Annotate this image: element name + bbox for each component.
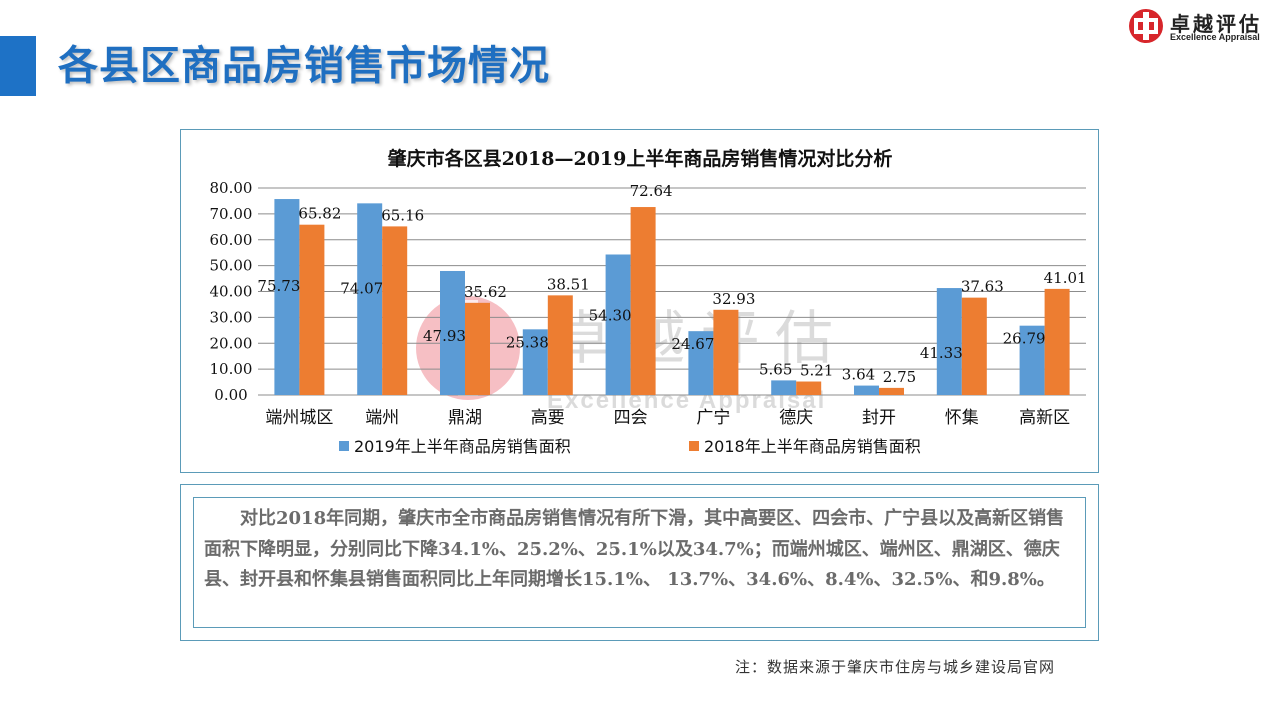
source-note: 注：数据来源于肇庆市住房与城乡建设局官网 — [735, 658, 1056, 676]
page-title: 各县区商品房销售市场情况 — [58, 43, 550, 89]
legend-label: 2019年上半年商品房销售面积 — [354, 437, 571, 456]
bars — [274, 199, 1070, 395]
y-tick-label: 60.00 — [210, 231, 253, 249]
bar-2019 — [605, 254, 631, 395]
bar-2018 — [796, 381, 822, 395]
data-label: 2.75 — [883, 368, 916, 386]
data-label: 26.79 — [1003, 330, 1046, 348]
bar-2018 — [630, 207, 656, 395]
bar-2018 — [1044, 288, 1070, 395]
logo-mark-icon — [1129, 9, 1163, 43]
data-label: 47.93 — [423, 327, 466, 345]
y-tick-label: 0.00 — [214, 386, 247, 404]
chart-frame: 卓越评估 Excellence Appraisal 肇庆市各区县2018—201… — [180, 129, 1099, 473]
y-tick-label: 50.00 — [210, 257, 253, 275]
y-tick-label: 40.00 — [210, 283, 253, 301]
logo-name-cn: 卓越评估 — [1170, 12, 1262, 36]
data-label: 35.62 — [464, 283, 507, 301]
data-label: 25.38 — [506, 333, 549, 351]
data-label: 37.63 — [961, 278, 1004, 296]
bar-2019 — [440, 270, 465, 395]
legend: 2019年上半年商品房销售面积 2018年上半年商品房销售面积 — [339, 437, 921, 456]
legend-swatch — [689, 441, 699, 451]
x-tick-label: 高要 — [531, 408, 565, 428]
y-tick-label: 10.00 — [210, 360, 253, 378]
data-label: 74.07 — [340, 279, 383, 297]
bar-2018 — [879, 387, 904, 395]
bar-2018 — [465, 302, 490, 395]
x-tick-label: 鼎湖 — [448, 408, 482, 428]
x-tick-label: 怀集 — [945, 408, 979, 428]
legend-swatch — [339, 441, 349, 451]
bar-2019 — [274, 199, 300, 395]
logo-name-en: Excellence Appraisal — [1170, 32, 1260, 42]
data-label: 5.65 — [759, 360, 792, 378]
data-labels: 75.73 65.82 74.07 65.16 47.93 35.62 25.38 38.51… — [257, 182, 1086, 386]
bar-2019 — [936, 288, 962, 395]
data-label: 32.93 — [712, 290, 755, 308]
bar-2019 — [688, 331, 714, 395]
data-label: 75.73 — [257, 277, 300, 295]
data-label: 72.64 — [630, 182, 673, 200]
data-label: 41.33 — [920, 344, 963, 362]
company-logo: 卓越评估 Excellence Appraisal — [1126, 6, 1276, 46]
y-axis-ticks: 0.00 10.00 20.00 30.00 40.00 50.00 60.00 70.00 8… — [210, 179, 253, 404]
chart-title: 肇庆市各区县2018—2019上半年商品房销售情况对比分析 — [388, 147, 893, 170]
x-axis-ticks: 端州城区 端州 鼎湖 高要 四会 广宁 德庆 封开 怀集 高新区 — [265, 408, 1070, 428]
bar-2019 — [854, 385, 879, 395]
x-tick-label: 四会 — [614, 408, 648, 428]
bar-2018 — [713, 309, 739, 395]
bar-chart: 卓越评估 Excellence Appraisal 肇庆市各区县2018—201… — [210, 147, 1087, 456]
bar-2018 — [299, 224, 325, 395]
x-tick-label: 端州城区 — [265, 408, 333, 428]
data-label: 3.64 — [842, 366, 875, 384]
x-tick-label: 端州 — [365, 408, 399, 428]
x-tick-label: 德庆 — [779, 408, 813, 428]
data-label: 41.01 — [1044, 269, 1087, 287]
bar-2018 — [961, 297, 987, 395]
bar-2019 — [522, 329, 548, 395]
bar-2019 — [771, 380, 797, 395]
data-label: 54.30 — [589, 307, 632, 325]
y-tick-label: 70.00 — [210, 205, 253, 223]
data-label: 24.67 — [671, 335, 714, 353]
x-tick-label: 高新区 — [1019, 408, 1070, 428]
data-label: 65.82 — [298, 205, 341, 223]
note-inner-frame: 对比2018年同期，肇庆市全市商品房销售情况有所下滑，其中高要区、四会市、广宁县… — [193, 497, 1086, 628]
x-tick-label: 广宁 — [696, 408, 730, 428]
title-accent-bar — [0, 36, 36, 96]
bar-2018 — [547, 295, 573, 395]
y-tick-label: 20.00 — [210, 334, 253, 352]
legend-label: 2018年上半年商品房销售面积 — [704, 437, 921, 456]
data-label: 65.16 — [381, 206, 424, 224]
bar-2019 — [357, 203, 383, 395]
bar-2019 — [1019, 325, 1045, 395]
analysis-text: 对比2018年同期，肇庆市全市商品房销售情况有所下滑，其中高要区、四会市、广宁县… — [204, 508, 1065, 590]
y-tick-label: 80.00 — [210, 179, 253, 197]
x-tick-label: 封开 — [862, 408, 896, 428]
y-tick-label: 30.00 — [210, 308, 253, 326]
data-label: 38.51 — [547, 275, 590, 293]
note-box: 对比2018年同期，肇庆市全市商品房销售情况有所下滑，其中高要区、四会市、广宁县… — [180, 484, 1099, 641]
data-label: 5.21 — [800, 362, 833, 380]
bar-2018 — [382, 226, 408, 395]
